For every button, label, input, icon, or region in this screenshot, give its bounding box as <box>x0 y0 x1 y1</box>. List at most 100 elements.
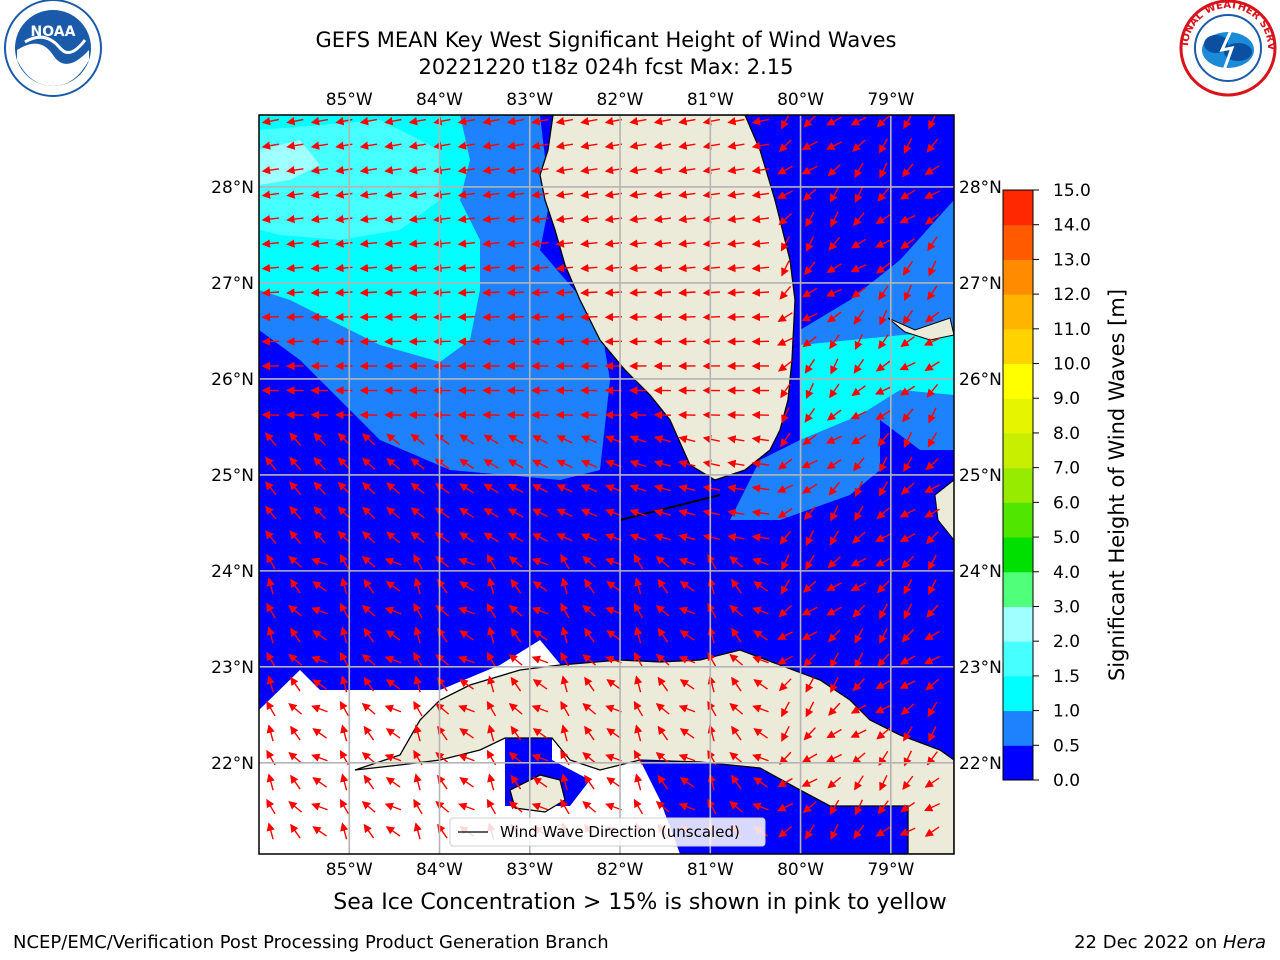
wind-arrow <box>312 777 327 788</box>
wind-arrow <box>903 137 913 154</box>
wind-arrow <box>580 533 598 542</box>
wind-arrow <box>801 459 818 469</box>
wind-arrow <box>825 435 843 444</box>
colorbar-tick-label: 2.0 <box>1053 632 1080 652</box>
wind-arrow <box>655 702 670 715</box>
wind-arrow <box>853 309 865 325</box>
wind-arrow <box>828 236 841 251</box>
wind-arrow <box>781 554 790 571</box>
wind-arrow <box>487 773 496 791</box>
wind-arrow <box>507 434 524 445</box>
wind-arrow <box>830 358 839 375</box>
footer-host: Hera <box>1222 932 1266 953</box>
wind-arrow <box>556 484 573 493</box>
wind-arrow <box>901 555 915 569</box>
wind-arrow <box>629 165 647 175</box>
wind-arrow <box>879 162 888 179</box>
wind-arrow <box>653 214 672 224</box>
page-subtitle: 20221220 t18z 024h fcst Max: 2.15 <box>418 55 794 79</box>
wind-arrow <box>361 604 376 617</box>
wind-arrow <box>805 235 815 252</box>
wind-arrow <box>385 826 401 837</box>
wind-arrow <box>830 211 839 228</box>
wind-arrow <box>584 627 595 643</box>
lat-label-right: 28°N <box>959 178 1002 198</box>
wind-arrow <box>707 700 717 717</box>
wind-arrow <box>457 288 476 297</box>
wind-arrow <box>826 263 842 273</box>
wind-arrow <box>606 630 621 641</box>
colorbar-tick-label: 15.0 <box>1053 181 1091 201</box>
wind-arrow <box>829 799 840 816</box>
wind-arrow <box>653 239 672 248</box>
wind-arrow <box>829 383 840 399</box>
wind-arrow <box>875 704 892 714</box>
wind-arrow <box>777 777 793 788</box>
wind-arrow <box>900 238 915 250</box>
wind-arrow <box>312 630 327 641</box>
wind-arrow <box>854 775 864 791</box>
wind-arrow <box>531 753 549 762</box>
wind-arrow <box>359 141 378 150</box>
wind-arrow <box>433 288 451 297</box>
wind-arrow <box>828 481 841 496</box>
wind-arrow <box>777 312 793 322</box>
wind-arrow <box>752 655 769 664</box>
wind-arrow <box>531 214 549 224</box>
wind-arrow <box>410 482 425 494</box>
wind-arrow <box>482 117 500 126</box>
wind-arrow <box>384 655 402 664</box>
colorbar: 0.0 0.5 1.0 1.5 2.0 3.0 4.0 5.0 6.0 7.0 8.0 9.0 10.0… <box>1002 181 1091 791</box>
wind-arrow <box>261 312 280 322</box>
wind-arrow <box>288 702 303 715</box>
wind-arrow <box>361 555 376 568</box>
wind-arrow <box>458 704 475 713</box>
wind-arrow <box>702 117 720 126</box>
wind-arrow <box>582 604 597 617</box>
wind-arrow <box>926 383 939 398</box>
wind-arrow <box>433 190 451 199</box>
svg-text:NATIONAL WEATHER SERVICE: NATIONAL WEATHER SERVICE <box>0 0 1276 51</box>
wind-arrow <box>878 285 889 301</box>
wind-arrow <box>753 777 768 788</box>
wind-arrow <box>340 577 349 595</box>
wind-arrow <box>487 577 496 595</box>
wind-arrow <box>878 481 889 497</box>
wind-arrow <box>582 800 597 813</box>
wind-arrow <box>826 116 842 126</box>
lat-label-right: 22°N <box>959 754 1002 774</box>
colorbar-swatch <box>1003 502 1033 538</box>
wind-arrow <box>678 117 696 126</box>
wind-arrow <box>876 727 891 740</box>
wind-arrow <box>312 728 327 739</box>
wind-arrow <box>384 239 402 248</box>
wind-arrow <box>531 141 549 150</box>
wind-arrow <box>560 798 570 815</box>
wind-arrow <box>850 704 867 714</box>
wind-arrow <box>362 433 376 446</box>
wind-arrow <box>727 214 745 224</box>
wind-arrow <box>384 288 402 297</box>
wind-arrow <box>266 798 276 815</box>
wind-arrow <box>580 141 598 150</box>
wind-arrow <box>384 117 402 126</box>
wind-arrow <box>386 506 401 519</box>
wind-arrow <box>459 458 475 470</box>
wind-arrow <box>606 777 621 788</box>
wind-arrow <box>924 655 941 665</box>
wind-arrow <box>629 117 647 126</box>
wind-arrow <box>902 408 914 423</box>
wind-arrow <box>606 728 621 739</box>
wind-arrow <box>605 435 622 444</box>
lon-label-bottom: 82°W <box>597 860 644 880</box>
wind-arrow <box>781 726 790 742</box>
wind-arrow <box>459 434 475 445</box>
wind-arrow <box>801 778 818 787</box>
lon-label-top: 85°W <box>326 90 373 110</box>
lon-label-top: 81°W <box>687 90 734 110</box>
wind-arrow <box>413 577 422 595</box>
wind-arrow <box>459 630 474 641</box>
wind-arrow <box>903 726 913 742</box>
wind-arrow <box>924 826 940 837</box>
wind-arrow <box>751 190 770 199</box>
